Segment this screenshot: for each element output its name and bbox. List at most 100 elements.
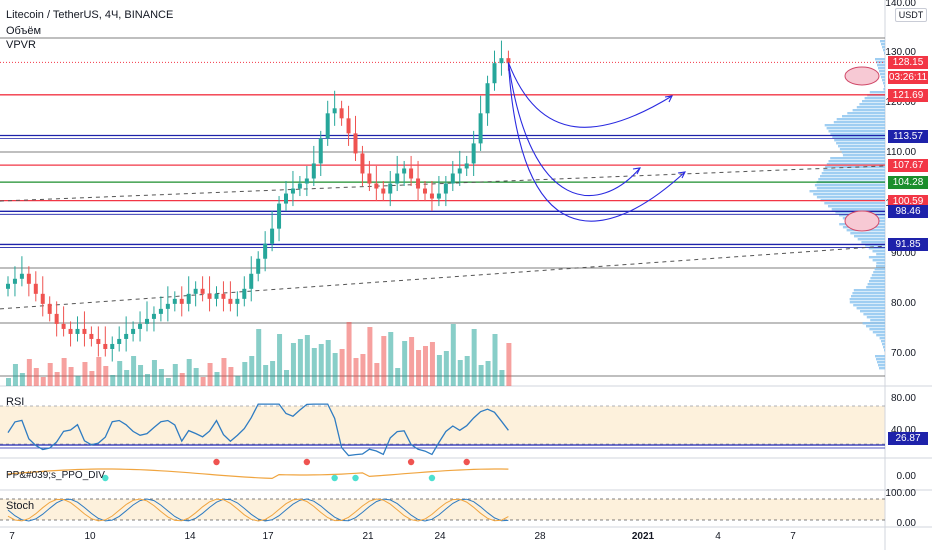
- volume-bar: [145, 374, 150, 386]
- vp-bar: [860, 310, 885, 313]
- volume-bar: [381, 336, 387, 386]
- price-tick-label: 70.00: [890, 348, 916, 359]
- currency-badge[interactable]: USDT: [895, 8, 927, 22]
- candle: [318, 138, 323, 164]
- ppo-divergence-dot: [102, 474, 109, 482]
- vp-bar: [884, 349, 885, 352]
- candle: [138, 323, 143, 329]
- candle: [26, 273, 31, 284]
- volume-bar: [235, 376, 241, 386]
- candle: [506, 58, 511, 64]
- vp-bar: [868, 247, 885, 250]
- time-tick-label: 14: [184, 531, 196, 542]
- vp-bar: [879, 70, 885, 73]
- volume-bar: [416, 350, 422, 386]
- vp-bar: [825, 166, 885, 169]
- vp-bar: [849, 301, 885, 304]
- vp-bar: [824, 124, 885, 127]
- price-tick-label: 90.00: [890, 247, 916, 259]
- vp-bar: [847, 112, 885, 115]
- vp-bar: [869, 328, 885, 331]
- candle: [263, 243, 268, 259]
- candle: [416, 178, 421, 189]
- candle: [353, 133, 358, 154]
- volume-bar: [464, 356, 470, 386]
- vp-bar: [834, 139, 885, 142]
- volume-indicator-label[interactable]: Объём: [6, 25, 42, 37]
- stoch-pane-title[interactable]: Stoch: [6, 500, 35, 512]
- projection-arc: [507, 62, 686, 222]
- candle: [96, 338, 101, 344]
- vp-bar: [869, 91, 885, 94]
- ppo-divergence-dot: [213, 458, 220, 466]
- price-tick-label: 120.00: [885, 97, 916, 109]
- candle: [277, 203, 282, 229]
- candle: [423, 188, 427, 194]
- candle: [131, 328, 136, 334]
- indicator-tick-label: 0.00: [896, 471, 916, 482]
- vp-bar: [851, 295, 885, 298]
- volume-bar: [360, 354, 366, 386]
- candle: [19, 273, 24, 279]
- vp-bar: [826, 127, 885, 130]
- volume-bar: [47, 363, 53, 386]
- volume-bar: [485, 361, 491, 386]
- stoch-k-line: [7, 498, 509, 522]
- volume-bar: [297, 339, 303, 386]
- candle: [325, 113, 330, 139]
- vp-bar: [876, 262, 885, 265]
- vp-bar: [821, 172, 885, 175]
- volume-bars: [6, 322, 512, 386]
- candle: [172, 298, 177, 304]
- candle: [374, 183, 379, 189]
- vp-bar: [836, 118, 885, 121]
- volume-bar: [409, 337, 415, 386]
- vp-bar: [880, 40, 885, 43]
- candle: [367, 173, 372, 184]
- volume-bar: [207, 363, 213, 386]
- ppo-pane-title[interactable]: PP&#039;s_PPO_DIV: [6, 470, 105, 481]
- vp-bar: [839, 148, 885, 151]
- indicator-tick-label: 0.00: [896, 518, 916, 529]
- vp-bar: [868, 256, 885, 259]
- candle: [207, 293, 212, 299]
- volume-bar: [388, 332, 394, 386]
- candle: [270, 228, 275, 244]
- volume-bar: [263, 365, 269, 386]
- vp-bar: [818, 178, 885, 181]
- vpvr-indicator-label[interactable]: VPVR: [6, 39, 36, 51]
- volume-bar: [68, 367, 74, 386]
- candle: [402, 168, 407, 174]
- volume-bar: [311, 348, 317, 386]
- volume-bar: [423, 346, 428, 386]
- volume-bar: [325, 340, 331, 386]
- rsi-pane-title[interactable]: RSI: [6, 396, 25, 408]
- vp-bar: [828, 205, 885, 208]
- price-badge-rsi_level: 26.87: [888, 432, 928, 445]
- vp-bar: [882, 79, 885, 82]
- candle: [110, 343, 115, 349]
- price-tick-label: 130.00: [885, 47, 916, 59]
- candle: [54, 313, 59, 324]
- candle: [249, 273, 254, 289]
- volume-bar: [75, 376, 81, 386]
- volume-bar: [450, 324, 456, 386]
- candle: [200, 288, 205, 294]
- volume-bar: [165, 378, 171, 386]
- price-tick-label: 80.00: [890, 297, 916, 309]
- candle: [158, 308, 163, 314]
- candle: [499, 58, 504, 64]
- vp-bar: [830, 157, 885, 160]
- vp-bar: [874, 268, 885, 271]
- candle: [346, 118, 351, 134]
- candle: [6, 283, 10, 289]
- candle: [145, 318, 149, 324]
- candle: [284, 193, 288, 204]
- candle: [464, 163, 469, 169]
- arrow-head: [677, 171, 686, 179]
- vp-bar: [857, 238, 885, 241]
- trend-line-lower: [0, 245, 886, 310]
- vp-bar: [883, 82, 885, 85]
- vp-bar: [875, 355, 885, 358]
